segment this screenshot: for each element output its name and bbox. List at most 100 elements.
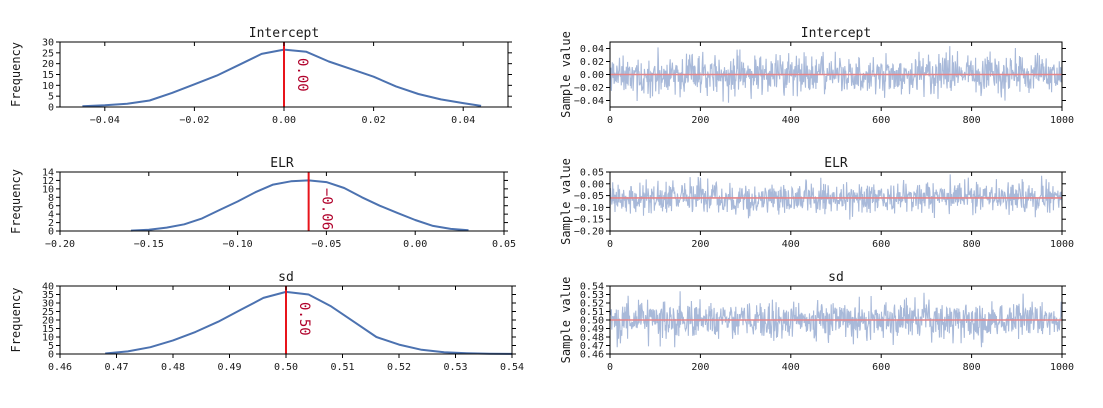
trace-line [609,174,1063,220]
y-tick-label: 0.51 [580,307,604,318]
y-tick-label: −0.04 [574,96,604,107]
y-tick-label: 8 [48,193,54,204]
y-axis-label: Frequency [9,42,23,107]
y-tick-label: 0.05 [580,168,604,179]
x-tick-label: 0.46 [48,362,72,373]
y-tick-label: 30 [42,38,54,49]
x-tick-label: −0.15 [134,239,164,250]
density-curve [105,290,513,355]
y-axis-label: Frequency [9,169,23,234]
x-tick-label: 200 [691,115,709,126]
x-tick-label: 0.02 [362,115,386,126]
panel-title: sd [278,270,294,285]
y-tick-label: 0 [48,103,54,114]
x-tick-label: 800 [963,362,981,373]
x-tick-label: −0.05 [311,239,341,250]
axes-frame [59,171,505,232]
value-marker-label: 0.50 [296,302,312,336]
y-tick-label: 12 [42,176,54,187]
y-tick-label: 20 [42,316,54,327]
x-tick-label: 0.53 [443,362,467,373]
x-tick-label: 800 [963,115,981,126]
y-tick-label: 0.52 [580,299,604,310]
y-tick-label: 10 [42,333,54,344]
x-tick-label: 600 [872,239,890,250]
y-tick-label: 0.00 [580,179,604,190]
y-tick-label: 0 [48,227,54,238]
x-tick-label: 0 [607,362,613,373]
y-tick-label: 10 [42,184,54,195]
y-tick-label: 0.04 [580,44,604,55]
x-tick-label: 0.52 [387,362,411,373]
y-tick-label: 0 [48,350,54,361]
x-tick-label: 0.49 [217,362,241,373]
x-tick-label: 400 [782,362,800,373]
x-tick-label: −0.20 [45,239,75,250]
y-tick-label: 0.54 [580,282,604,293]
value-marker-label: −0.06 [319,188,335,230]
y-tick-label: −0.10 [574,203,604,214]
x-tick-label: 0.05 [492,239,516,250]
y-tick-label: 30 [42,299,54,310]
x-tick-label: −0.02 [179,115,209,126]
axes-frame [609,171,1063,232]
y-tick-label: 0.02 [580,57,604,68]
x-tick-label: 400 [782,239,800,250]
density-curve [82,48,482,108]
panel-density-2: 0.50 sd Frequency 0.46 0.47 0.48 0.49 0.50 0.51 0… [9,270,524,373]
x-tick-label: 0.48 [161,362,185,373]
x-tick-label: 1000 [1050,239,1074,250]
y-tick-label: 0.48 [580,333,604,344]
panel-density-0: 0.00 Intercept Frequency −0.04 −0.02 0.00 0.02… [9,26,512,126]
x-tick-label: −0.10 [223,239,253,250]
y-axis-label: Sample value [559,277,573,364]
x-tick-label: 200 [691,239,709,250]
y-tick-label: 25 [42,48,54,59]
panel-title: ELR [824,156,848,171]
y-tick-label: 0.50 [580,316,604,327]
y-tick-label: 2 [48,218,54,229]
y-tick-label: 4 [48,210,54,221]
x-tick-label: 200 [691,362,709,373]
y-tick-label: 0.46 [580,350,604,361]
y-axis-label: Frequency [9,287,23,352]
y-tick-label: 20 [42,59,54,70]
x-tick-label: 0.47 [104,362,128,373]
x-tick-label: 600 [872,115,890,126]
panel-title: ELR [270,156,294,171]
density-curve [130,179,469,232]
y-tick-label: 0.49 [580,324,604,335]
y-tick-label: 5 [48,92,54,103]
y-tick-label: 0.00 [580,70,604,81]
x-tick-label: 0.00 [272,115,296,126]
x-tick-label: 0.54 [500,362,524,373]
y-tick-label: 15 [42,70,54,81]
x-tick-label: 0 [607,115,613,126]
panel-title: Intercept [249,26,319,41]
x-tick-label: 0.04 [451,115,475,126]
panel-density-1: −0.06 ELR Frequency −0.20 −0.15 −0.10 −0.05 0.0… [9,156,516,250]
x-tick-label: 0 [607,239,613,250]
y-tick-label: 40 [42,282,54,293]
panel-title: sd [828,270,844,285]
trace-line [609,291,1063,348]
x-tick-label: 0.51 [330,362,354,373]
y-tick-label: 14 [42,168,54,179]
y-tick-label: 15 [42,324,54,335]
y-tick-label: −0.02 [574,83,604,94]
y-axis-label: Sample value [559,158,573,245]
y-tick-label: 10 [42,81,54,92]
x-tick-label: 400 [782,115,800,126]
y-tick-label: −0.15 [574,215,604,226]
panel-trace-0: Intercept Sample value 0 200 400 600 800 1000 −0… [559,26,1074,126]
y-tick-label: 25 [42,307,54,318]
y-tick-label: 0.47 [580,341,604,352]
x-tick-label: 600 [872,362,890,373]
x-tick-label: 1000 [1050,362,1074,373]
x-tick-label: 0.00 [403,239,427,250]
x-tick-label: 0.50 [274,362,298,373]
y-tick-label: 5 [48,341,54,352]
